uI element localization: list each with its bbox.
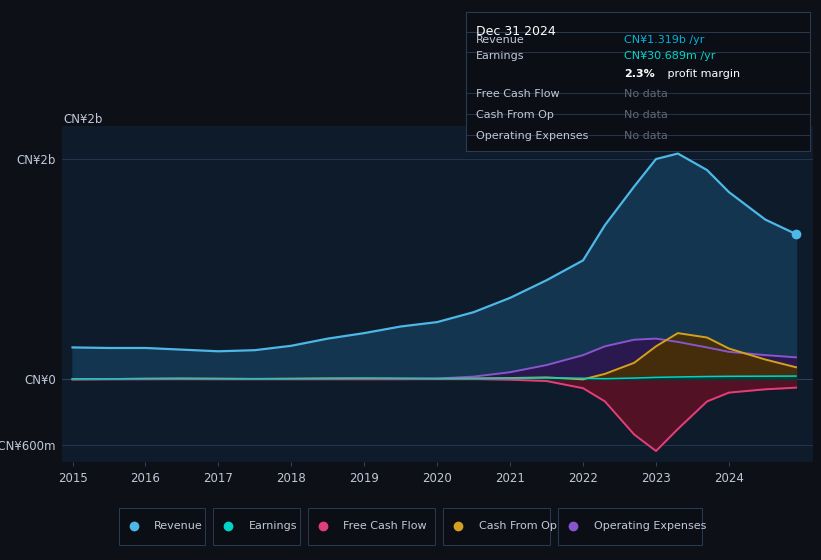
Text: No data: No data xyxy=(624,131,668,141)
Text: Earnings: Earnings xyxy=(476,51,525,61)
Text: CN¥1.319b /yr: CN¥1.319b /yr xyxy=(624,35,704,45)
Text: Free Cash Flow: Free Cash Flow xyxy=(343,521,427,531)
Text: Earnings: Earnings xyxy=(249,521,297,531)
Text: No data: No data xyxy=(624,90,668,99)
Text: profit margin: profit margin xyxy=(663,68,740,78)
FancyBboxPatch shape xyxy=(213,508,300,544)
FancyBboxPatch shape xyxy=(119,508,205,544)
Text: Free Cash Flow: Free Cash Flow xyxy=(476,90,559,99)
Text: Operating Expenses: Operating Expenses xyxy=(594,521,706,531)
Text: Revenue: Revenue xyxy=(476,35,525,45)
Text: Cash From Op: Cash From Op xyxy=(476,110,553,120)
Text: CN¥30.689m /yr: CN¥30.689m /yr xyxy=(624,51,715,61)
Text: Dec 31 2024: Dec 31 2024 xyxy=(476,25,556,38)
Text: CN¥2b: CN¥2b xyxy=(63,113,103,126)
FancyBboxPatch shape xyxy=(308,508,435,544)
Text: Cash From Op: Cash From Op xyxy=(479,521,557,531)
Text: 2.3%: 2.3% xyxy=(624,68,655,78)
Text: No data: No data xyxy=(624,110,668,120)
Text: Revenue: Revenue xyxy=(154,521,203,531)
FancyBboxPatch shape xyxy=(443,508,550,544)
Text: Operating Expenses: Operating Expenses xyxy=(476,131,588,141)
FancyBboxPatch shape xyxy=(558,508,702,544)
